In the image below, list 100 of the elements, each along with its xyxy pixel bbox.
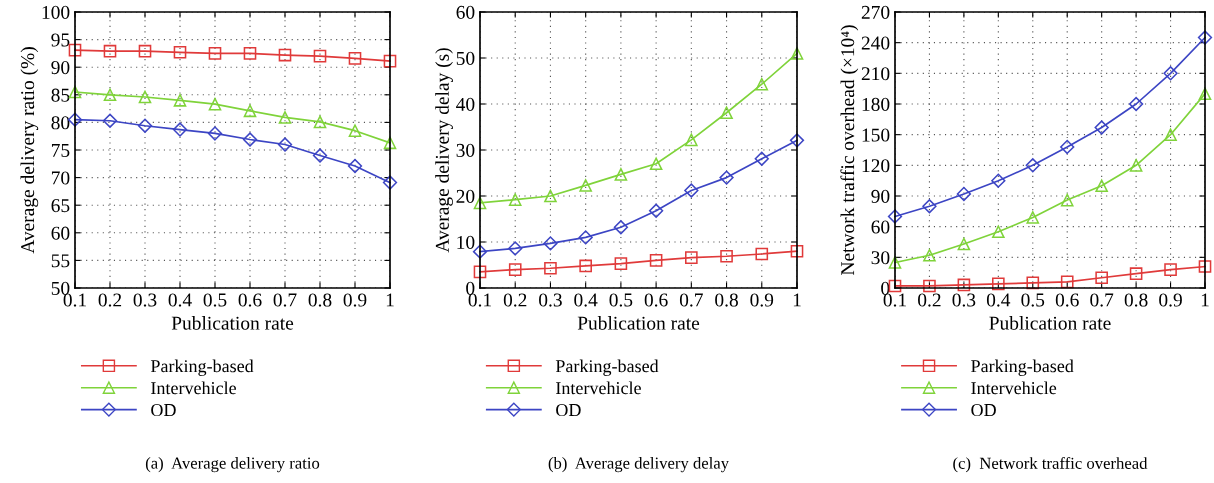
point: [755, 77, 769, 91]
point: [543, 236, 558, 251]
x-tick-label: 0.5: [203, 293, 227, 307]
point: [1164, 263, 1177, 276]
y-tick-label: 0: [466, 281, 475, 295]
point: [473, 265, 487, 279]
point: [544, 189, 557, 203]
point: [923, 248, 936, 262]
point: [957, 278, 971, 292]
point: [1163, 66, 1178, 81]
y-tick-label: 240: [861, 36, 890, 50]
y-tick-label: 65: [51, 199, 70, 213]
x-tick-label: 0.5: [1021, 293, 1045, 307]
point: [1060, 275, 1074, 289]
legend-label: Intervehicle: [971, 381, 1057, 395]
point: [383, 54, 397, 68]
point: [684, 183, 699, 198]
point: [991, 173, 1006, 188]
point: [313, 49, 327, 63]
y-axis-title: Average delivery delay (s): [435, 48, 453, 253]
y-tick-label: 50: [51, 281, 70, 295]
point: [348, 124, 362, 138]
y-tick-label: 10: [457, 235, 475, 249]
point: [544, 261, 557, 275]
point: [1025, 158, 1040, 173]
point: [278, 48, 292, 62]
x-axis-title: Publication rate: [171, 316, 294, 330]
point: [138, 44, 152, 58]
point: [754, 151, 769, 166]
legend-label: Parking-based: [150, 359, 254, 376]
y-tick-label: 80: [51, 116, 70, 130]
point: [685, 133, 698, 147]
point: [1129, 267, 1143, 281]
x-tick-label: 0.2: [918, 293, 941, 307]
point: [613, 220, 629, 235]
y-tick-label: 120: [862, 159, 890, 173]
y-tick-label: 150: [862, 128, 890, 142]
point: [1198, 87, 1212, 101]
x-axis-title: Publication rate: [989, 316, 1111, 330]
legend-label: OD: [971, 403, 996, 417]
y-tick-label: 40: [456, 97, 475, 111]
point: [173, 93, 187, 107]
point: [789, 133, 805, 148]
point: [347, 158, 363, 174]
point: [508, 241, 523, 256]
y-tick-label: 210: [861, 67, 890, 81]
y-tick-label: 20: [456, 189, 475, 203]
point: [103, 44, 117, 58]
point: [102, 113, 118, 128]
point: [277, 137, 293, 152]
point: [103, 88, 117, 102]
point: [923, 279, 936, 293]
y-tick-label: 0: [881, 281, 890, 295]
point: [1026, 211, 1040, 224]
x-tick-label: 1: [386, 293, 394, 307]
point: [1095, 179, 1108, 193]
point: [1060, 139, 1075, 155]
x-tick-label: 0.6: [644, 293, 668, 307]
point: [922, 199, 937, 214]
point: [957, 237, 971, 251]
point: [1128, 96, 1144, 112]
x-tick-label: 0.3: [539, 293, 562, 307]
point: [243, 104, 257, 118]
point: [1198, 260, 1212, 273]
text: (b) Average delivery delay: [548, 457, 729, 473]
point: [508, 193, 522, 207]
x-tick-label: 0.6: [1055, 293, 1079, 307]
y-tick-label: 30: [871, 251, 890, 265]
point: [614, 168, 628, 181]
x-tick-label: 0.7: [1090, 293, 1114, 307]
legend-label: Parking-based: [555, 359, 659, 376]
y-tick-label: 180: [862, 97, 890, 111]
x-tick-label: 0.8: [308, 293, 332, 307]
y-axis-title: Average delivery ratio (%): [20, 47, 39, 254]
text: (c) Network traffic overhead: [953, 457, 1148, 473]
x-tick-label: 0.8: [1124, 293, 1148, 307]
point: [685, 251, 698, 264]
point: [578, 230, 593, 245]
point: [992, 225, 1005, 239]
point: [173, 45, 187, 59]
x-tick-label: 0.5: [609, 293, 633, 307]
point: [208, 97, 222, 111]
legend-label: Parking-based: [971, 359, 1074, 376]
point: [508, 263, 522, 276]
x-tick-label: 0.6: [238, 293, 262, 307]
x-tick-label: 0.4: [168, 293, 192, 307]
point: [382, 175, 398, 190]
y-tick-label: 90: [871, 189, 890, 203]
y-tick-label: 60: [51, 226, 70, 240]
x-tick-label: 1: [793, 293, 801, 307]
y-tick-label: 30: [456, 143, 475, 157]
point: [383, 136, 397, 150]
x-tick-label: 0.2: [98, 293, 122, 307]
point: [207, 126, 223, 141]
x-tick-label: 0.7: [273, 293, 297, 307]
point: [1095, 271, 1108, 285]
point: [1197, 30, 1213, 45]
point: [755, 247, 769, 261]
point: [719, 170, 734, 185]
y-tick-label: 70: [51, 171, 70, 185]
